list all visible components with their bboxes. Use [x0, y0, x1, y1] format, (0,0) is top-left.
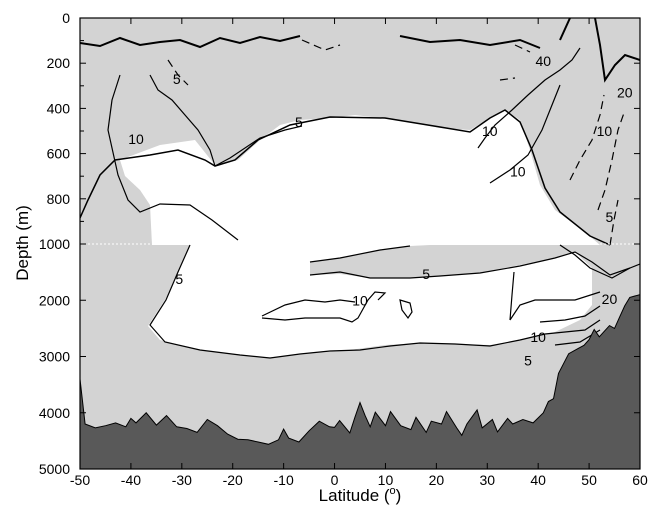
dashed-contour-right — [569, 94, 626, 246]
y-tick-label: 400 — [47, 100, 71, 116]
x-tick-label: 30 — [479, 472, 495, 488]
contour-lower-10-right — [509, 271, 601, 323]
contour-labels: 5 10 5 10 10 40 10 5 20 5 5 10 10 5 20 — [128, 53, 633, 368]
contour-right-10b — [489, 84, 561, 184]
unshaded-region-upper — [120, 110, 600, 245]
contour-label: 5 — [295, 114, 303, 130]
x-tick-label: 50 — [581, 472, 597, 488]
y-axis-title: Depth (m) — [13, 205, 32, 281]
y-tick-label: 2000 — [39, 292, 70, 308]
x-tick-label: 20 — [429, 472, 445, 488]
x-axis-title-close: ) — [396, 486, 402, 505]
x-axis: -50 -40 -30 -20 -10 0 10 20 30 40 50 60 — [70, 18, 648, 488]
contour-right-10 — [477, 47, 581, 149]
contour-label: 10 — [597, 123, 613, 139]
contour-upper-deep — [80, 109, 611, 246]
contour-label: 5 — [173, 71, 181, 87]
y-axis: 0 200 400 600 800 1000 2000 3000 4000 5000 — [39, 10, 640, 477]
surface-contours — [80, 18, 640, 83]
x-tick-label: -10 — [274, 472, 294, 488]
contour-left-5 — [149, 74, 216, 167]
y-tick-label: 4000 — [39, 405, 70, 421]
x-tick-label: -20 — [223, 472, 243, 488]
y-tick-label: 3000 — [39, 349, 70, 365]
contour-label: 10 — [128, 131, 144, 147]
contour-label: 20 — [617, 85, 633, 101]
contour-label: 10 — [352, 292, 368, 308]
contour-label: 5 — [422, 266, 430, 282]
contour-mid-5 — [214, 125, 303, 167]
contour-lower-10 — [261, 291, 413, 323]
contour-label: 5 — [606, 209, 614, 225]
y-tick-label: 5000 — [39, 461, 70, 477]
dashed-contour-top — [167, 39, 531, 86]
x-tick-label: -40 — [121, 472, 141, 488]
x-tick-label: 10 — [378, 472, 394, 488]
y-tick-label: 800 — [47, 191, 71, 207]
y-tick-label: 200 — [47, 55, 71, 71]
contour-left-10 — [107, 74, 239, 241]
contour-label: 10 — [530, 329, 546, 345]
bathymetry — [80, 294, 640, 469]
contour-label: 10 — [510, 164, 526, 180]
y-tick-label: 600 — [47, 146, 71, 162]
x-tick-label: 40 — [530, 472, 546, 488]
x-tick-label: 0 — [331, 472, 339, 488]
contour-band-1500 — [309, 245, 631, 279]
contour-label: 5 — [175, 271, 183, 287]
x-tick-label: -30 — [172, 472, 192, 488]
y-tick-label: 0 — [62, 10, 70, 26]
contour-label: 5 — [524, 352, 532, 368]
contour-label: 20 — [602, 291, 618, 307]
x-axis-title-degree: o — [390, 485, 396, 497]
contour-label: 40 — [535, 53, 551, 69]
contour-label: 10 — [482, 123, 498, 139]
x-axis-title-text: Latitude ( — [319, 486, 390, 505]
y-tick-label: 1000 — [39, 236, 70, 252]
x-tick-label: -50 — [70, 472, 90, 488]
plot-area: 5 10 5 10 10 40 10 5 20 5 5 10 10 5 20 — [80, 18, 640, 469]
contour-lower-5-left — [149, 244, 521, 359]
x-axis-title: Latitude (o) — [319, 485, 402, 505]
contour-20-right — [559, 244, 640, 279]
x-tick-label: 60 — [632, 472, 648, 488]
